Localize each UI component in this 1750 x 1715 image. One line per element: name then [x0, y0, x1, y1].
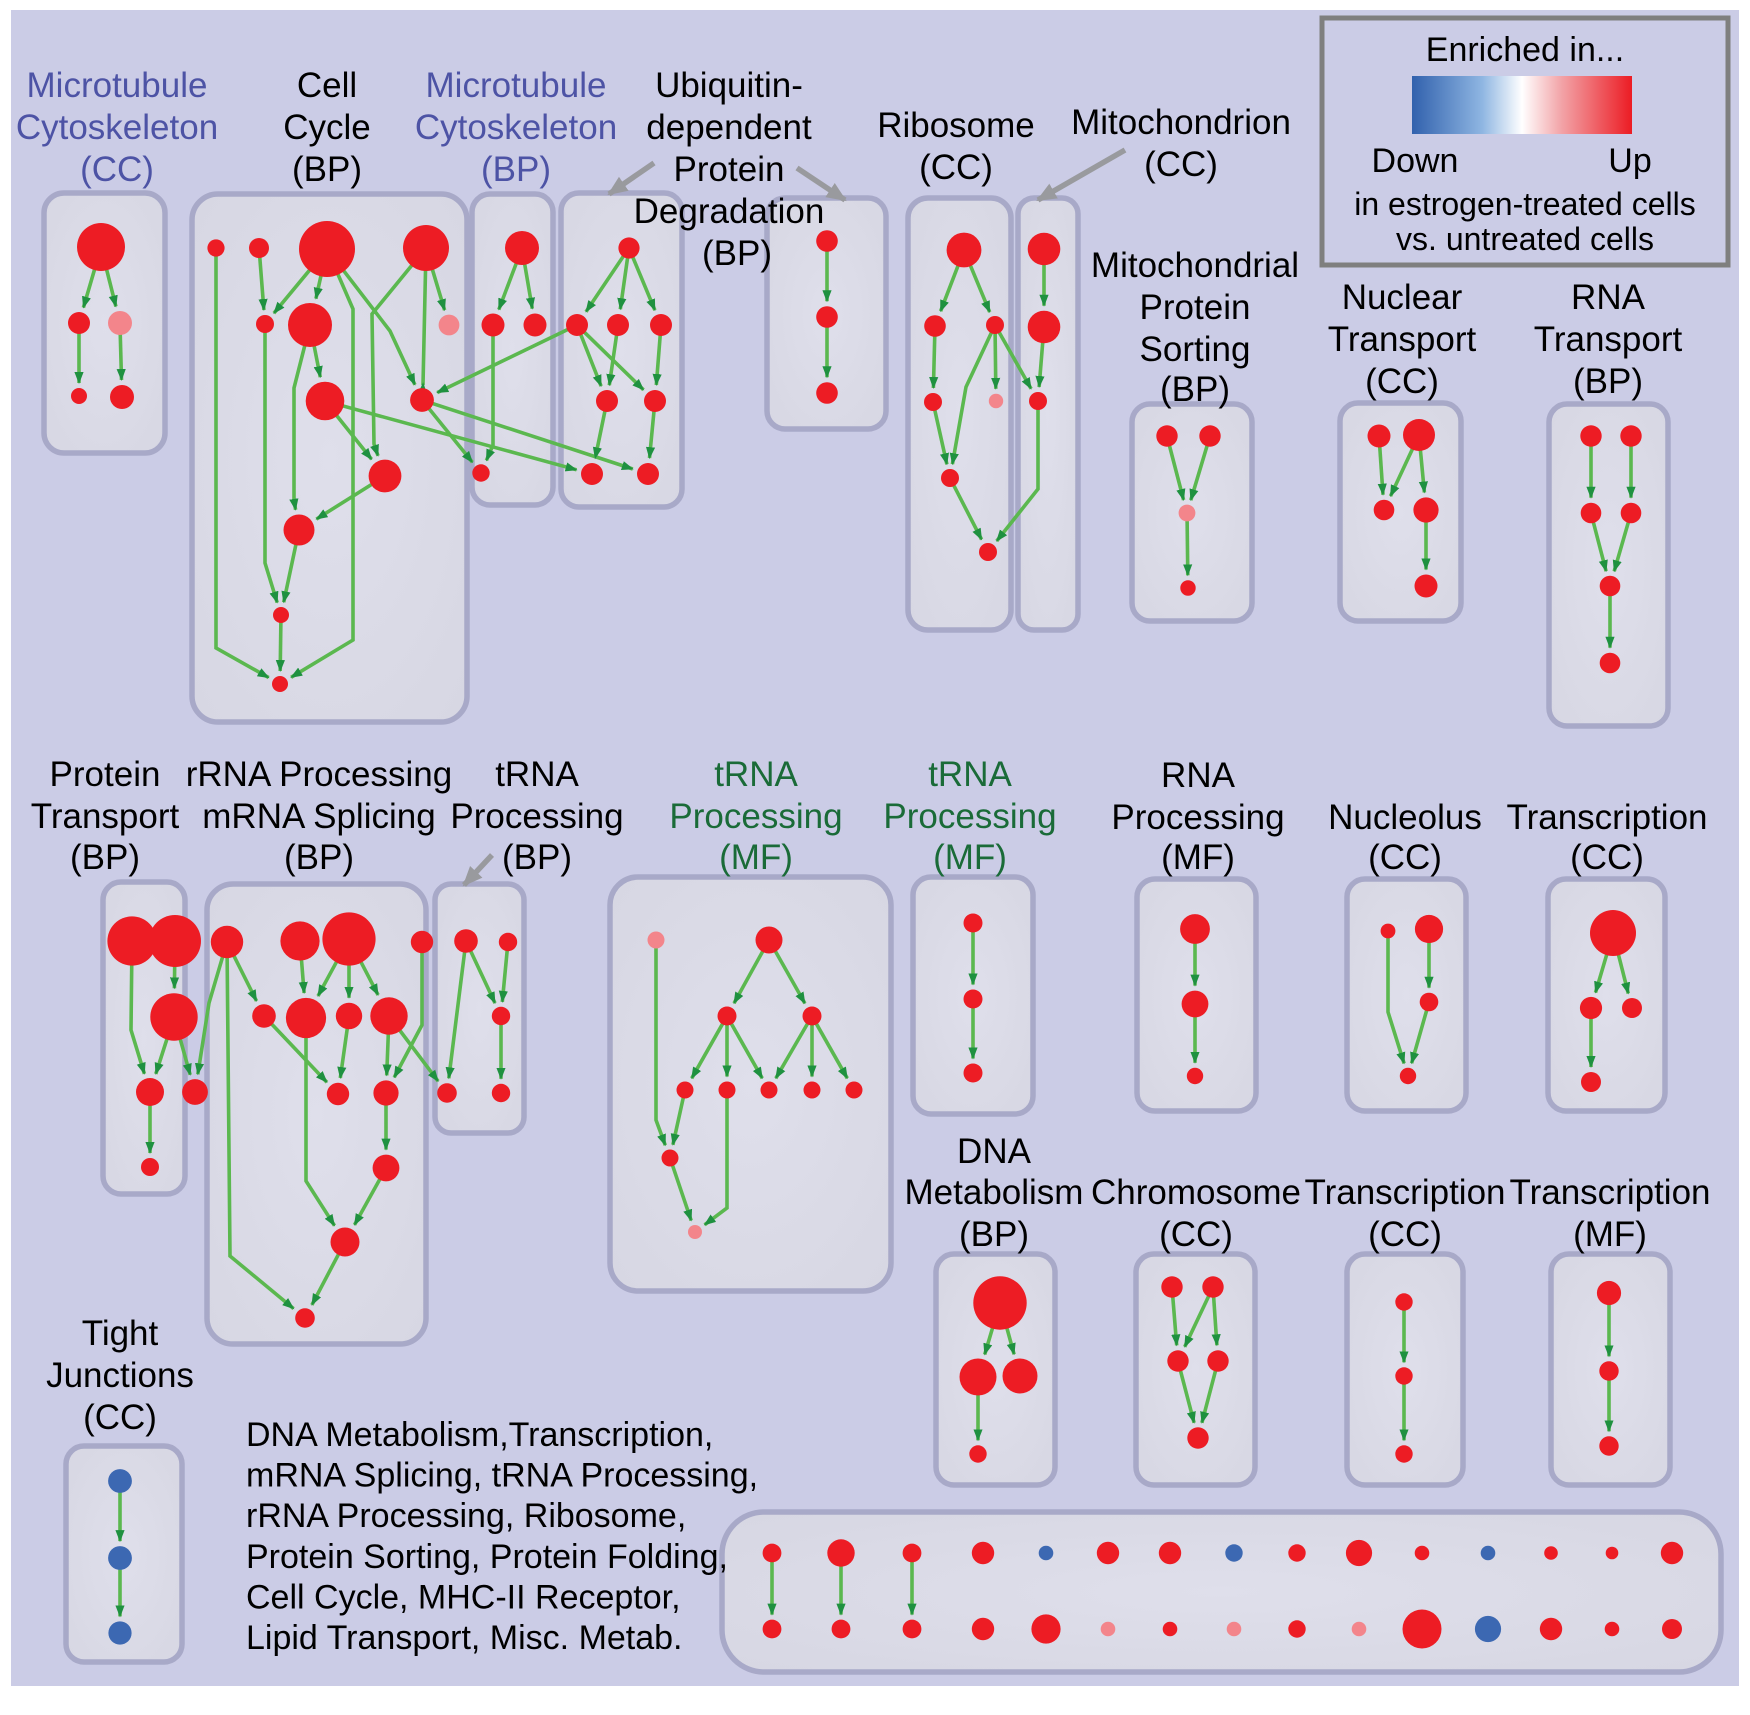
svg-text:(CC): (CC)	[1159, 1215, 1233, 1254]
svg-text:Nuclear: Nuclear	[1342, 278, 1463, 317]
svg-text:(CC): (CC)	[80, 150, 154, 189]
svg-text:Down: Down	[1372, 142, 1459, 180]
svg-text:Transport: Transport	[31, 797, 180, 836]
svg-text:RNA: RNA	[1161, 756, 1236, 795]
svg-text:(BP): (BP)	[70, 838, 140, 877]
svg-text:rRNA Processing: rRNA Processing	[186, 755, 452, 794]
svg-text:Protein Sorting, Protein Foldi: Protein Sorting, Protein Folding,	[246, 1538, 728, 1576]
svg-text:Ubiquitin-: Ubiquitin-	[655, 66, 803, 105]
svg-text:Cytoskeleton: Cytoskeleton	[16, 108, 218, 147]
svg-text:Protein: Protein	[1140, 288, 1251, 327]
svg-text:Tight: Tight	[82, 1314, 159, 1353]
svg-text:(CC): (CC)	[1368, 1215, 1442, 1254]
svg-text:Protein: Protein	[50, 755, 161, 794]
svg-text:rRNA Processing, Ribosome,: rRNA Processing, Ribosome,	[246, 1497, 686, 1535]
svg-text:(MF): (MF)	[719, 838, 793, 877]
svg-text:tRNA: tRNA	[928, 755, 1012, 794]
svg-text:Cell Cycle, MHC-II Receptor,: Cell Cycle, MHC-II Receptor,	[246, 1578, 681, 1616]
svg-text:(CC): (CC)	[1570, 838, 1644, 877]
svg-text:(BP): (BP)	[959, 1215, 1029, 1254]
svg-text:Transport: Transport	[1328, 320, 1477, 359]
svg-text:Transport: Transport	[1534, 320, 1683, 359]
svg-text:Processing: Processing	[450, 797, 623, 836]
svg-text:Microtubule: Microtubule	[426, 66, 607, 105]
svg-text:Protein: Protein	[674, 150, 785, 189]
svg-text:Lipid Transport, Misc. Metab.: Lipid Transport, Misc. Metab.	[246, 1619, 683, 1657]
svg-text:Transcription: Transcription	[1507, 798, 1708, 837]
svg-text:Junctions: Junctions	[46, 1356, 194, 1395]
svg-text:Processing: Processing	[669, 797, 842, 836]
svg-text:(CC): (CC)	[83, 1398, 157, 1437]
svg-text:mRNA Splicing, tRNA Processing: mRNA Splicing, tRNA Processing,	[246, 1457, 758, 1495]
svg-text:Chromosome: Chromosome	[1091, 1173, 1301, 1212]
svg-text:Enriched in...: Enriched in...	[1426, 31, 1624, 69]
svg-text:Transcription: Transcription	[1510, 1173, 1711, 1212]
svg-text:(BP): (BP)	[702, 234, 772, 273]
svg-text:(MF): (MF)	[1573, 1215, 1647, 1254]
svg-text:(CC): (CC)	[1144, 145, 1218, 184]
svg-text:tRNA: tRNA	[495, 755, 579, 794]
svg-text:DNA: DNA	[957, 1132, 1032, 1171]
svg-text:Metabolism: Metabolism	[905, 1173, 1084, 1212]
svg-text:Mitochondrial: Mitochondrial	[1091, 246, 1299, 285]
svg-text:Cell: Cell	[297, 66, 357, 105]
svg-text:Transcription: Transcription	[1305, 1173, 1506, 1212]
svg-text:Sorting: Sorting	[1140, 330, 1251, 369]
svg-text:(BP): (BP)	[1160, 370, 1230, 409]
svg-text:Processing: Processing	[1111, 798, 1284, 837]
svg-text:Microtubule: Microtubule	[27, 66, 208, 105]
svg-text:(MF): (MF)	[1161, 838, 1235, 877]
svg-text:tRNA: tRNA	[714, 755, 798, 794]
svg-text:Nucleolus: Nucleolus	[1328, 798, 1482, 837]
svg-text:dependent: dependent	[646, 108, 812, 147]
svg-text:(BP): (BP)	[481, 150, 551, 189]
svg-text:(CC): (CC)	[1365, 362, 1439, 401]
svg-text:(BP): (BP)	[292, 150, 362, 189]
svg-text:Cytoskeleton: Cytoskeleton	[415, 108, 617, 147]
svg-text:vs. untreated cells: vs. untreated cells	[1396, 221, 1654, 257]
svg-text:(BP): (BP)	[284, 838, 354, 877]
svg-text:(MF): (MF)	[933, 838, 1007, 877]
svg-text:Processing: Processing	[883, 797, 1056, 836]
svg-text:(BP): (BP)	[502, 838, 572, 877]
svg-text:Mitochondrion: Mitochondrion	[1071, 103, 1291, 142]
svg-text:(CC): (CC)	[919, 148, 993, 187]
svg-text:Ribosome: Ribosome	[877, 106, 1035, 145]
svg-text:DNA Metabolism,Transcription,: DNA Metabolism,Transcription,	[246, 1416, 713, 1454]
svg-text:in estrogen-treated cells: in estrogen-treated cells	[1354, 186, 1696, 222]
svg-text:RNA: RNA	[1571, 278, 1646, 317]
svg-text:Cycle: Cycle	[283, 108, 371, 147]
svg-text:(CC): (CC)	[1368, 838, 1442, 877]
svg-text:mRNA Splicing: mRNA Splicing	[202, 797, 435, 836]
svg-text:Up: Up	[1608, 142, 1651, 180]
svg-text:Degradation: Degradation	[634, 192, 825, 231]
svg-text:(BP): (BP)	[1573, 362, 1643, 401]
